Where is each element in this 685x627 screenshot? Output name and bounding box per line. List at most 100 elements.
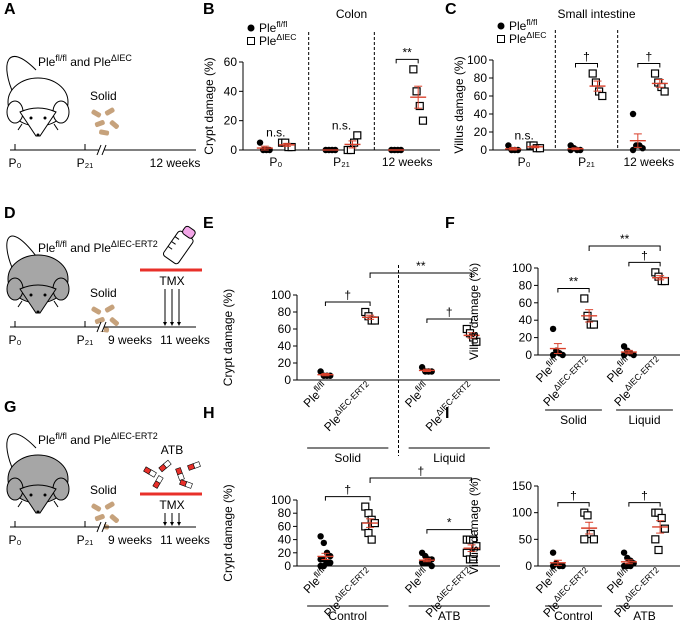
data-point (598, 91, 607, 101)
arrow-head (163, 322, 167, 326)
y-tick-label: 80 (519, 278, 533, 292)
food-pellet (104, 304, 115, 313)
timepoint-label: 9 weeks (108, 333, 152, 347)
x-tick-label: P₀ (518, 155, 531, 169)
significance-bracket (557, 287, 590, 293)
food-pellet (94, 514, 105, 522)
significance-bracket (426, 318, 473, 323)
y-tick-label: 50 (519, 532, 533, 546)
label-base: Ple (509, 19, 527, 33)
timeline-break (96, 321, 102, 333)
x-tick-label: Plefl/fl (299, 379, 330, 410)
data-point (589, 320, 599, 329)
y-tick-label: 80 (278, 305, 292, 319)
significance-label: ** (620, 232, 630, 246)
mouse-nose (36, 510, 40, 514)
arrow-head (170, 522, 174, 526)
label-superscript: ΔIEC (111, 53, 133, 63)
label-base: Ple (259, 34, 277, 48)
panel-label: I (445, 405, 449, 422)
mouse-leg (53, 300, 59, 308)
y-tick-label: 100 (271, 493, 291, 507)
label-superscript: ΔIEC-ERT2 (434, 379, 473, 418)
data-point (418, 116, 428, 125)
label-base: Ple (509, 32, 527, 46)
significance-bracket (324, 496, 371, 501)
x-tick-label: Plefl/fl (401, 565, 432, 596)
data-point (629, 110, 637, 118)
data-point (629, 146, 637, 154)
y-axis-label: Crypt damage (%) (221, 484, 235, 581)
label-superscript: fl/fl (55, 431, 67, 441)
x-tick-label: P₂₁ (333, 155, 350, 169)
data-point (657, 513, 666, 523)
food-pellet (104, 501, 115, 510)
significance-bracket (426, 529, 473, 534)
mouse-head (19, 284, 57, 314)
strain-label: Plefl/fl and PleΔIEC-ERT2 (38, 239, 158, 255)
antibiotic-label: ATB (161, 443, 183, 457)
bottle-tick (171, 241, 176, 245)
data-point (651, 535, 660, 544)
mouse-head (19, 484, 57, 514)
significance-label: † (641, 248, 648, 262)
data-point (256, 139, 264, 146)
data-point (549, 549, 557, 556)
food-pellet (91, 109, 102, 118)
mouse-head (19, 107, 57, 137)
data-point (364, 528, 373, 538)
mouse-eye (43, 293, 47, 297)
label-base: Ple (38, 55, 56, 69)
panel-label: D (4, 205, 16, 222)
data-point (409, 65, 418, 74)
pill-half (162, 459, 172, 469)
y-tick-label: 20 (474, 125, 488, 139)
arrow-head (170, 322, 174, 326)
y-tick-label: 100 (467, 53, 487, 67)
pill-half (148, 469, 157, 478)
y-tick-label: 60 (519, 296, 533, 310)
label-superscript: ΔIEC (526, 30, 546, 40)
food-pellet (94, 317, 105, 325)
data-point (639, 145, 646, 152)
food-pellet (104, 107, 115, 116)
chart-title: Small intestine (557, 7, 635, 21)
y-tick-label: 20 (519, 331, 533, 345)
group-label: Solid (334, 451, 361, 465)
y-tick-label: 60 (474, 89, 488, 103)
data-point (364, 509, 373, 518)
y-tick-label: 40 (278, 533, 292, 547)
timeline-break (99, 523, 104, 531)
mouse-leg (53, 500, 59, 508)
data-point (287, 142, 296, 152)
group-label: Control (554, 609, 593, 623)
y-tick-label: 0 (284, 559, 291, 573)
legend-marker (497, 22, 505, 30)
data-point (654, 545, 663, 555)
food-pellet (99, 129, 110, 136)
arrow-head (163, 522, 167, 526)
x-tick-label: P₀ (269, 155, 282, 169)
data-point (660, 276, 670, 286)
legend-marker (247, 37, 255, 45)
mouse-leg (17, 500, 23, 508)
data-point (472, 542, 481, 551)
data-point (327, 559, 334, 566)
timeline-break (101, 321, 107, 333)
timeline-break (99, 146, 104, 154)
significance-label: † (446, 305, 453, 319)
mouse-eye (29, 116, 33, 120)
significance-label: † (417, 464, 424, 478)
timepoint-label: 11 weeks (160, 533, 210, 547)
mouse-eye (43, 116, 47, 120)
mouse-eye (43, 493, 47, 497)
x-tick-label: Plefl/fl (401, 379, 432, 410)
timeline-break (101, 144, 107, 156)
data-point (320, 562, 328, 570)
data-point (588, 69, 597, 78)
significance-label: n.s. (266, 126, 285, 140)
label-base: and Ple (67, 241, 111, 255)
y-tick-label: 0 (284, 373, 291, 387)
panel-label: B (203, 1, 215, 18)
